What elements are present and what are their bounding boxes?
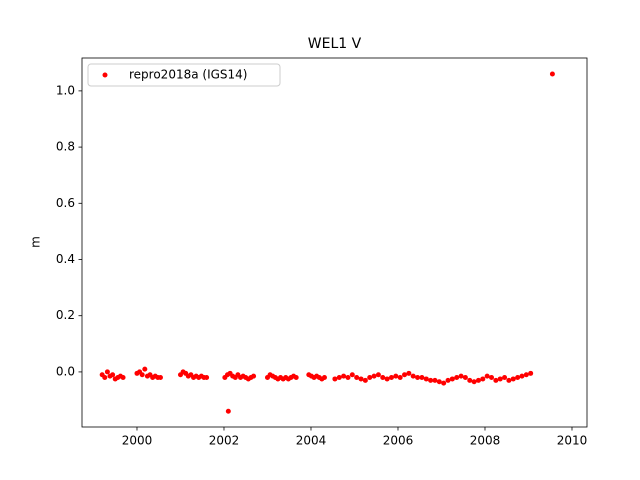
x-tick-label: 2006	[383, 434, 414, 448]
point	[410, 373, 416, 379]
y-tick-label: 0.2	[56, 308, 75, 322]
point	[528, 370, 534, 376]
point	[336, 375, 342, 381]
point	[380, 375, 386, 381]
point	[393, 373, 399, 379]
point	[358, 376, 364, 382]
point	[349, 372, 355, 378]
point	[502, 375, 508, 381]
point	[397, 375, 403, 381]
point	[519, 373, 525, 379]
point	[423, 376, 429, 382]
point	[367, 375, 373, 381]
point	[293, 375, 299, 381]
point	[388, 375, 394, 381]
x-tick-label: 2010	[557, 434, 588, 448]
point	[371, 373, 377, 379]
point	[204, 375, 210, 381]
point	[225, 408, 231, 414]
point	[375, 372, 381, 378]
point	[139, 372, 145, 378]
point	[102, 375, 108, 381]
point	[510, 376, 516, 382]
point	[321, 375, 327, 381]
point	[462, 375, 468, 381]
point	[428, 377, 434, 383]
point	[362, 377, 368, 383]
legend-box	[87, 63, 281, 87]
point	[157, 375, 163, 381]
x-tick-label: 2000	[122, 434, 153, 448]
y-axis-label: m	[29, 236, 43, 248]
point	[484, 373, 490, 379]
y-tick-label: 0.6	[56, 196, 75, 210]
point	[104, 369, 110, 375]
y-tick-label: 1.0	[56, 83, 75, 97]
point	[341, 373, 347, 379]
point	[467, 377, 473, 383]
legend-label: repro2018a (IGS14)	[129, 68, 247, 82]
point	[523, 372, 529, 378]
point	[354, 375, 360, 381]
point	[449, 376, 455, 382]
x-tick-label: 2004	[296, 434, 327, 448]
plot-frame	[81, 57, 588, 428]
point	[432, 377, 438, 383]
point	[415, 375, 421, 381]
point	[475, 377, 481, 383]
point	[142, 366, 148, 372]
point	[332, 376, 338, 382]
point	[493, 377, 499, 383]
point	[489, 375, 495, 381]
x-tick-label: 2002	[209, 434, 240, 448]
point	[445, 377, 451, 383]
point	[497, 376, 503, 382]
chart-title: WEL1 V	[308, 36, 362, 52]
x-tick-label: 2008	[470, 434, 501, 448]
point	[458, 373, 464, 379]
point	[345, 375, 351, 381]
point	[436, 379, 442, 385]
point	[454, 375, 460, 381]
point	[441, 380, 447, 386]
y-tick-label: 0.4	[56, 252, 75, 266]
point	[110, 372, 116, 378]
point	[120, 375, 126, 381]
y-tick-label: 0.8	[56, 140, 75, 154]
point	[402, 372, 408, 378]
point	[251, 373, 257, 379]
legend-marker	[102, 72, 108, 78]
y-tick-label: 0.0	[56, 364, 75, 378]
point	[384, 376, 390, 382]
point	[515, 375, 521, 381]
point	[480, 376, 486, 382]
point	[549, 71, 555, 77]
point	[419, 375, 425, 381]
point	[506, 377, 512, 383]
point	[406, 370, 412, 376]
point	[471, 379, 477, 385]
